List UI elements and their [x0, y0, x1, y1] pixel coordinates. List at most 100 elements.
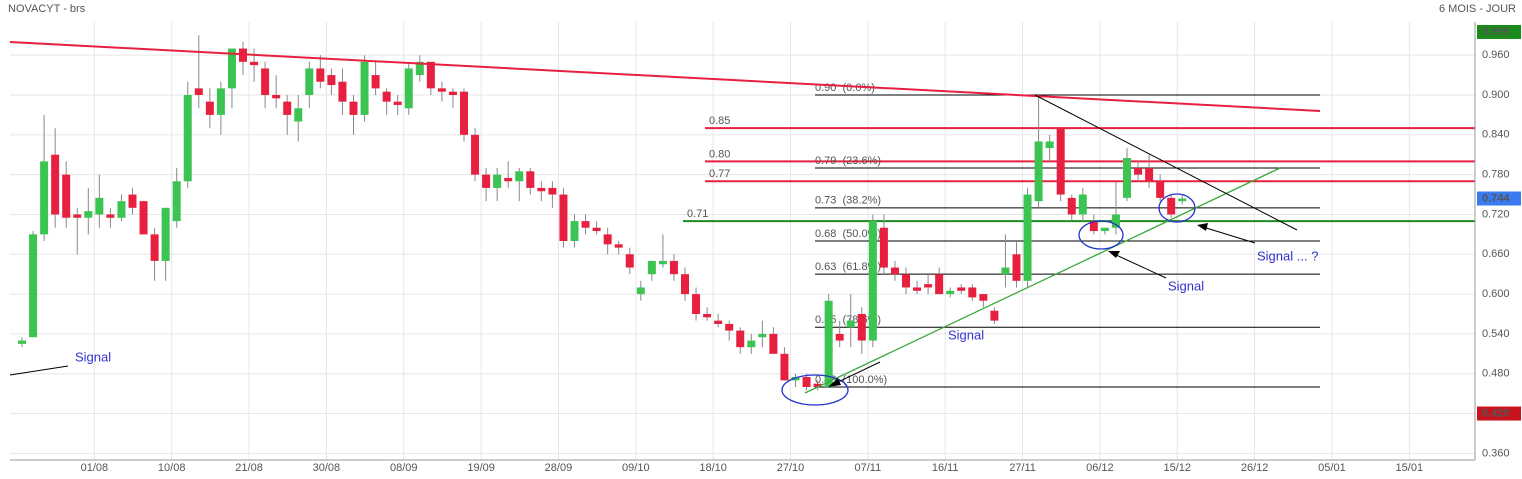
candle-body	[559, 194, 568, 241]
candle-body	[946, 290, 955, 295]
candle-body	[227, 48, 236, 89]
y-tick-label: 0.480	[1482, 368, 1510, 380]
x-tick-label: 05/01	[1318, 462, 1346, 474]
candle-body	[703, 314, 712, 318]
x-tick-label: 06/12	[1086, 462, 1114, 474]
candle-body	[1056, 128, 1065, 195]
y-tick-label: 0.840	[1482, 129, 1510, 141]
candle-body	[183, 95, 192, 182]
candle-body	[1001, 267, 1010, 275]
candle-body	[161, 207, 170, 261]
candle-body	[1078, 194, 1087, 215]
candle-body	[216, 88, 225, 115]
candle-body	[614, 244, 623, 248]
fib-label: 0.73 (38.2%)	[815, 195, 881, 207]
signal-label: Signal	[75, 349, 111, 364]
candle-body	[205, 101, 214, 115]
candles	[18, 35, 1187, 391]
signal-label: Signal	[948, 327, 984, 342]
y-tick-label: 0.540	[1482, 328, 1510, 340]
y-tick-label: 0.780	[1482, 169, 1510, 181]
candle-body	[1111, 214, 1120, 228]
candle-body	[1178, 198, 1187, 202]
x-tick-label: 18/10	[699, 462, 727, 474]
fib-label: 0.79 (23.6%)	[815, 155, 881, 167]
arrow-head	[1197, 223, 1208, 231]
candle-body	[272, 95, 281, 99]
candle-body	[128, 194, 137, 208]
candle-body	[835, 333, 844, 341]
candle-body	[393, 101, 402, 105]
candle-body	[117, 201, 126, 218]
candle-body	[802, 377, 811, 387]
candle-body	[1034, 141, 1043, 202]
candle-body	[250, 61, 259, 66]
x-tick-label: 30/08	[313, 462, 341, 474]
candle-body	[360, 61, 369, 115]
candle-body	[1123, 158, 1131, 198]
arrow	[833, 361, 881, 385]
support-line	[804, 167, 1281, 394]
level-label: 0.77	[709, 168, 730, 180]
candle-body	[714, 320, 723, 324]
candle-body	[172, 181, 181, 222]
candle-body	[62, 174, 71, 218]
candle-body	[990, 310, 999, 321]
candle-body	[404, 68, 413, 109]
candle-body	[73, 214, 82, 218]
candle-body	[382, 91, 391, 102]
candle-body	[747, 340, 756, 348]
candle-body	[349, 101, 358, 115]
y-tick-label: 0.660	[1482, 248, 1510, 260]
signal-ellipse	[1078, 220, 1124, 250]
x-tick-label: 27/11	[1009, 462, 1036, 474]
candle-body	[791, 377, 800, 381]
candle-body	[40, 161, 49, 235]
candle-body	[316, 68, 325, 82]
y-tick-label: 0.900	[1482, 89, 1510, 101]
y-tick-label: 0.960	[1482, 49, 1510, 61]
chart-period: 6 MOIS - JOUR	[1439, 3, 1516, 15]
arrow-head	[1108, 251, 1120, 258]
level-label: 0.85	[709, 115, 730, 127]
candle-body	[592, 227, 601, 232]
candle-body	[537, 187, 546, 192]
candle-body	[1167, 197, 1176, 215]
candle-body	[736, 330, 745, 348]
candle-body	[581, 221, 590, 228]
fib-label: 0.63 (61.8%)	[815, 261, 881, 273]
candle-body	[636, 287, 645, 295]
candle-body	[194, 88, 203, 95]
candle-body	[846, 320, 855, 328]
candle-body	[1156, 181, 1165, 198]
candle-body	[51, 154, 60, 215]
candle-body	[327, 75, 336, 86]
candle-body	[95, 197, 104, 215]
candle-body	[890, 267, 899, 275]
candle-body	[150, 234, 159, 261]
candle-body	[570, 221, 579, 241]
candle-body	[437, 88, 446, 92]
candle-body	[338, 81, 347, 102]
candle-body	[1012, 254, 1021, 281]
level-label: 0.71	[687, 208, 708, 220]
candle-body	[824, 300, 833, 387]
candle-body	[139, 201, 148, 235]
candle-body	[84, 211, 93, 218]
x-tick-label: 07/11	[854, 462, 881, 474]
y-tick-label: 0.600	[1482, 288, 1510, 300]
signal-ellipse	[781, 374, 849, 406]
candle-body	[460, 91, 468, 135]
down-line	[1034, 94, 1298, 231]
candle-body	[1023, 194, 1032, 281]
price-tag	[1477, 191, 1521, 206]
candle-body	[548, 187, 557, 195]
candle-body	[725, 323, 734, 331]
candle-body	[1089, 221, 1098, 232]
candle-body	[526, 171, 535, 188]
candle-body	[1045, 141, 1054, 149]
candle-body	[504, 177, 513, 182]
x-tick-label: 26/12	[1241, 462, 1269, 474]
x-tick-label: 27/10	[777, 462, 805, 474]
candle-body	[758, 333, 767, 338]
